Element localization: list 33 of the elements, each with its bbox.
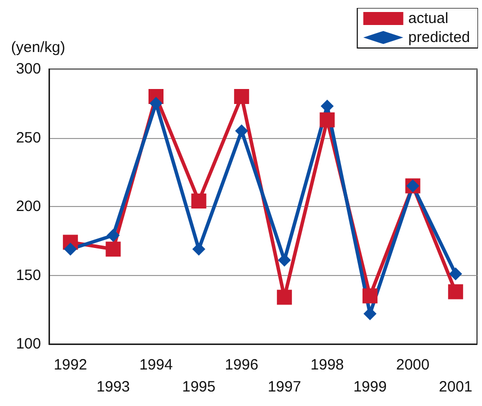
x-tick-label: 2001 bbox=[438, 378, 472, 396]
point bbox=[320, 112, 335, 128]
x-tick-label: 1998 bbox=[310, 356, 344, 374]
y-tick-label: 300 bbox=[16, 60, 41, 78]
y-tick-label: 200 bbox=[16, 198, 41, 215]
point bbox=[106, 242, 121, 257]
legend-label: actual bbox=[408, 10, 448, 27]
x-tick-label: 1994 bbox=[139, 356, 173, 374]
y-tick-label: 250 bbox=[16, 129, 41, 146]
point bbox=[234, 89, 250, 104]
point bbox=[362, 288, 378, 304]
y-axis-title: (yen/kg) bbox=[11, 39, 66, 56]
point bbox=[449, 267, 462, 280]
y-tick-label: 150 bbox=[16, 266, 41, 284]
x-tick-label: 1995 bbox=[182, 378, 216, 396]
point bbox=[192, 242, 206, 256]
point bbox=[106, 228, 120, 242]
x-tick-label: 2000 bbox=[396, 356, 430, 374]
point bbox=[235, 124, 248, 138]
x-tick-label: 1992 bbox=[54, 356, 88, 374]
point bbox=[278, 254, 291, 267]
point bbox=[448, 284, 464, 300]
legend-label: predicted bbox=[408, 29, 470, 46]
point bbox=[320, 100, 334, 113]
point bbox=[150, 96, 162, 110]
x-tick-label: 1996 bbox=[224, 356, 258, 374]
x-tick-label: 1993 bbox=[96, 378, 130, 396]
point bbox=[64, 242, 77, 256]
point bbox=[276, 290, 292, 305]
point bbox=[191, 194, 206, 208]
x-tick-label: 1999 bbox=[353, 378, 387, 396]
y-tick-label: 100 bbox=[16, 336, 41, 352]
x-tick-label: 1997 bbox=[268, 378, 302, 396]
